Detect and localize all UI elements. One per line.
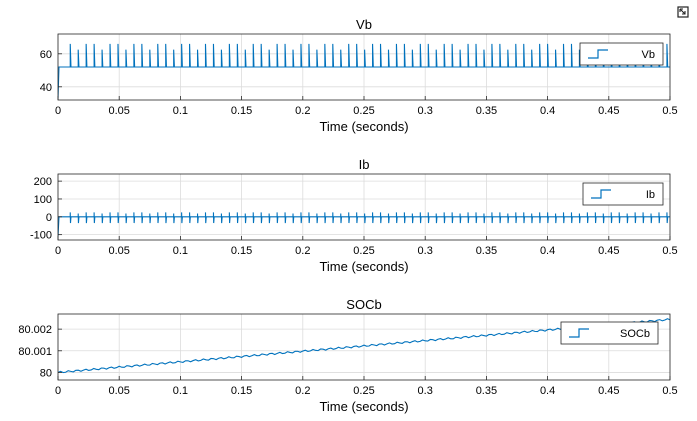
x-tick-label: 0.2 xyxy=(295,245,310,257)
subplot-1: 0 0.05 0.1 0.15 0.2 0.25 0.3 0.35 0.4 0.45 0.5 40 60… xyxy=(40,17,678,134)
y-tick-label: 80 xyxy=(40,367,52,379)
x-tick-label: 0.5 xyxy=(662,385,677,397)
legend-box xyxy=(582,182,664,206)
x-tick-label: 0.05 xyxy=(108,385,129,397)
x-tick-label: 0.25 xyxy=(353,245,374,257)
x-tick-label: 0.05 xyxy=(108,105,129,117)
y-tick-label: 60 xyxy=(40,49,52,61)
series-line-Vb xyxy=(58,43,670,99)
y-tick-label: 100 xyxy=(34,194,52,206)
subplot-2: 0 0.05 0.1 0.15 0.2 0.25 0.3 0.35 0.4 0.45 0.5 -100… xyxy=(30,157,678,274)
y-tick-label: 80.001 xyxy=(18,346,52,358)
x-tick-label: 0.45 xyxy=(598,105,619,117)
x-tick-label: 0.5 xyxy=(662,105,677,117)
x-tick-label: 0.2 xyxy=(295,385,310,397)
x-tick-label: 0.25 xyxy=(353,105,374,117)
x-tick-label: 0 xyxy=(55,105,61,117)
x-tick-label: 0.3 xyxy=(418,105,433,117)
x-tick-label: 0.1 xyxy=(173,385,188,397)
x-axis-label: Time (seconds) xyxy=(319,399,408,414)
x-tick-label: 0.15 xyxy=(231,245,252,257)
subplot-title: SOCb xyxy=(346,297,381,312)
subplot-title: Ib xyxy=(359,157,370,172)
legend-box xyxy=(560,321,659,345)
x-tick-label: 0.4 xyxy=(540,245,555,257)
y-tick-label: -100 xyxy=(30,230,52,242)
x-tick-label: 0.15 xyxy=(231,105,252,117)
legend-label: SOCb xyxy=(620,328,650,340)
legend-line-sample xyxy=(569,328,589,338)
x-tick-label: 0.1 xyxy=(173,245,188,257)
legend-label: Ib xyxy=(646,189,655,201)
x-tick-label: 0.05 xyxy=(108,245,129,257)
x-tick-label: 0.35 xyxy=(476,105,497,117)
x-tick-label: 0 xyxy=(55,245,61,257)
y-tick-label: 80.002 xyxy=(18,324,52,336)
subplot-title: Vb xyxy=(356,17,372,32)
x-tick-label: 0.35 xyxy=(476,245,497,257)
legend[interactable]: Vb xyxy=(579,42,664,66)
y-tick-label: 0 xyxy=(46,212,52,224)
x-tick-label: 0.5 xyxy=(662,245,677,257)
x-tick-label: 0.3 xyxy=(418,245,433,257)
x-tick-label: 0.2 xyxy=(295,105,310,117)
x-tick-label: 0.25 xyxy=(353,385,374,397)
x-tick-label: 0.4 xyxy=(540,105,555,117)
series-line-Ib xyxy=(58,212,670,237)
x-tick-label: 0.45 xyxy=(598,245,619,257)
x-tick-label: 0.15 xyxy=(231,385,252,397)
subplot-3: 0 0.05 0.1 0.15 0.2 0.25 0.3 0.35 0.4 0.45 0.5 80 80… xyxy=(18,297,677,414)
x-axis-label: Time (seconds) xyxy=(319,259,408,274)
legend-label: Vb xyxy=(642,49,655,61)
x-tick-label: 0.35 xyxy=(476,385,497,397)
x-axis-label: Time (seconds) xyxy=(319,119,408,134)
y-tick-label: 40 xyxy=(40,82,52,94)
expand-icon[interactable] xyxy=(677,6,689,18)
legend-line-sample xyxy=(591,189,611,199)
x-tick-label: 0 xyxy=(55,385,61,397)
legend[interactable]: Ib xyxy=(582,182,664,206)
x-tick-label: 0.4 xyxy=(540,385,555,397)
legend-line-sample xyxy=(588,49,608,59)
x-tick-label: 0.45 xyxy=(598,385,619,397)
x-tick-label: 0.3 xyxy=(418,385,433,397)
y-tick-label: 200 xyxy=(34,176,52,188)
legend[interactable]: SOCb xyxy=(560,321,659,345)
x-tick-label: 0.1 xyxy=(173,105,188,117)
legend-box xyxy=(579,42,664,66)
